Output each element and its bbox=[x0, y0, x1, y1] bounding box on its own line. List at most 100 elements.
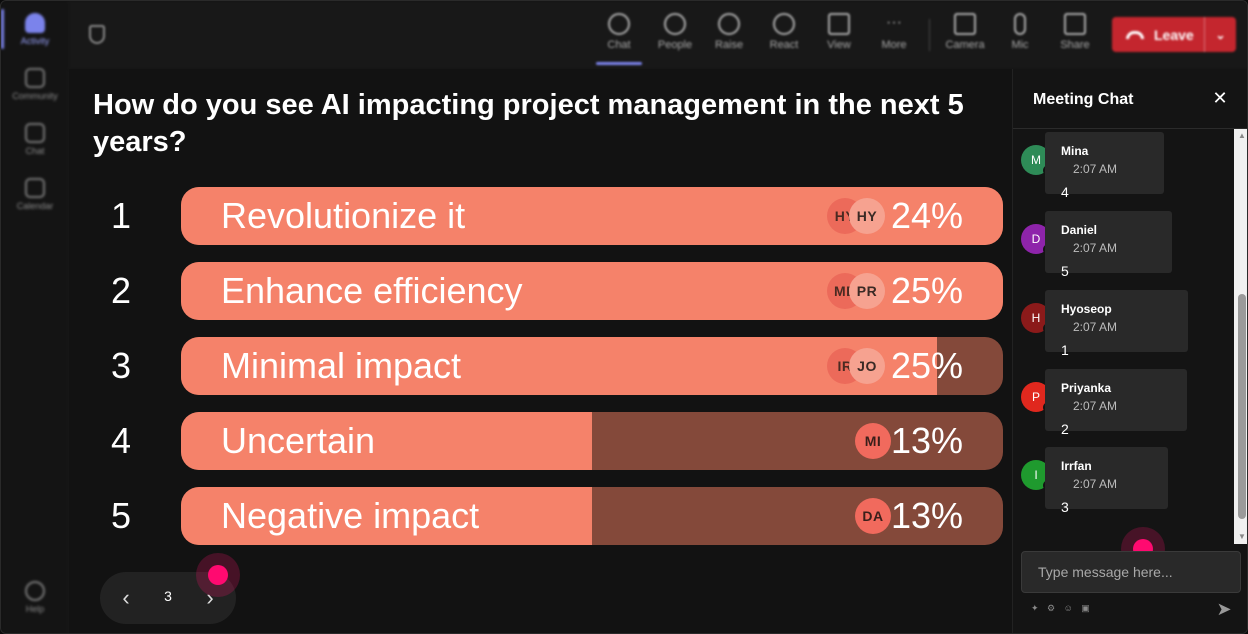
option-bar: Uncertain MI 13% bbox=[181, 412, 1003, 470]
leave-label: Leave bbox=[1154, 26, 1194, 43]
option-bar-fill bbox=[181, 487, 592, 545]
poll-option: 5 Negative impact DA 13% bbox=[69, 487, 1012, 545]
chevron-right-icon[interactable]: › bbox=[206, 585, 214, 610]
rail-item-activity[interactable]: Activity bbox=[1, 13, 69, 46]
message-time: 2:07 AM bbox=[1073, 477, 1118, 491]
rail-item-chat[interactable]: Chat bbox=[1, 123, 69, 156]
option-percent: 25% bbox=[890, 345, 963, 386]
mic-icon bbox=[1014, 13, 1026, 35]
close-icon[interactable]: ✕ bbox=[1212, 88, 1228, 108]
option-bar-fill bbox=[181, 337, 938, 395]
send-icon[interactable]: ➤ bbox=[1216, 599, 1232, 619]
rail-label: Help bbox=[25, 604, 45, 614]
sender-name: Priyanka bbox=[1061, 381, 1112, 395]
scroll-up-icon[interactable]: ▲ bbox=[1238, 131, 1246, 140]
option-label: Enhance efficiency bbox=[221, 270, 523, 311]
sender-name: Irrfan bbox=[1061, 459, 1092, 473]
rail-item-calendar[interactable]: Calendar bbox=[1, 178, 69, 211]
option-percent: 13% bbox=[890, 495, 963, 536]
avatar-initial: M bbox=[1031, 153, 1041, 167]
toolbar-label: More bbox=[881, 39, 907, 51]
voter-avatar: JO bbox=[849, 348, 885, 384]
option-bar: Minimal impact IR JO 25% bbox=[181, 337, 1003, 395]
camera-off-icon bbox=[954, 13, 976, 35]
toolbar-label: Mic bbox=[1011, 39, 1029, 51]
toolbar-label: People bbox=[657, 39, 693, 51]
message-text: 3 bbox=[1061, 499, 1069, 515]
bell-icon bbox=[25, 13, 45, 33]
rail-item-help[interactable]: Help bbox=[1, 581, 69, 614]
poll-option: 2 Enhance efficiency ME PR 25% bbox=[69, 262, 1012, 320]
format-tools-icon[interactable]: ✦ ⚙ ☺ ▣ bbox=[1031, 603, 1093, 613]
poll-option: 3 Minimal impact IR JO 25% bbox=[69, 337, 1012, 395]
rail-active-indicator bbox=[1, 9, 4, 49]
toolbar-react-button[interactable]: React bbox=[759, 13, 809, 51]
toolbar-mic-button[interactable]: Mic bbox=[995, 13, 1045, 51]
option-label: Uncertain bbox=[221, 420, 376, 461]
poll-option: 1 Revolutionize it HY HY 24% bbox=[69, 187, 1012, 245]
message-text: 2 bbox=[1061, 421, 1069, 437]
people-icon bbox=[664, 13, 686, 35]
divider bbox=[1013, 128, 1247, 129]
option-number: 5 bbox=[110, 495, 132, 536]
sender-name: Daniel bbox=[1061, 223, 1098, 237]
hand-icon bbox=[718, 13, 740, 35]
toolbar-share-button[interactable]: Share bbox=[1050, 13, 1100, 51]
message-list[interactable]: M Mina 2:07 AM 4 D Daniel 2:07 AM 5 bbox=[1013, 129, 1234, 544]
shield-icon[interactable] bbox=[89, 25, 105, 44]
option-number: 2 bbox=[110, 270, 132, 311]
message-text: 1 bbox=[1061, 342, 1069, 358]
option-number: 4 bbox=[110, 420, 132, 461]
scrollbar-thumb[interactable] bbox=[1238, 294, 1246, 519]
app-rail: Activity Community Chat Calendar Help bbox=[1, 1, 69, 633]
meeting-chat-panel: Meeting Chat ✕ M Mina 2:07 AM 4 D bbox=[1012, 69, 1247, 633]
message-bubble: Daniel 2:07 AM 5 bbox=[1045, 211, 1172, 279]
message-time: 2:07 AM bbox=[1073, 162, 1118, 176]
option-number: 3 bbox=[110, 345, 132, 386]
option-bar: Revolutionize it HY HY 24% bbox=[181, 187, 1003, 245]
help-icon bbox=[25, 581, 45, 601]
voter-avatar: MI bbox=[855, 423, 891, 459]
message-text: 4 bbox=[1061, 184, 1069, 200]
page-number: 3 bbox=[164, 588, 172, 604]
rail-item-community[interactable]: Community bbox=[1, 68, 69, 101]
rail-label: Activity bbox=[20, 36, 50, 46]
toolbar-divider bbox=[929, 19, 930, 51]
emoji-icon bbox=[773, 13, 795, 35]
voter-avatar: HY bbox=[849, 198, 885, 234]
scroll-down-icon[interactable]: ▼ bbox=[1238, 532, 1246, 541]
poll-results: How do you see AI impacting project mana… bbox=[69, 69, 1012, 633]
option-number: 1 bbox=[110, 195, 132, 236]
rail-label: Chat bbox=[25, 146, 45, 156]
sender-name: Mina bbox=[1061, 144, 1089, 158]
toolbar-people-button[interactable]: People bbox=[650, 13, 700, 51]
voter-avatar: PR bbox=[849, 273, 885, 309]
toolbar-more-button[interactable]: ··· More bbox=[869, 13, 919, 51]
toolbar-label: View bbox=[827, 39, 851, 51]
toolbar-chat-button[interactable]: Chat bbox=[594, 13, 644, 65]
message-time: 2:07 AM bbox=[1073, 320, 1118, 334]
option-percent: 25% bbox=[890, 270, 963, 311]
message-compose-box[interactable] bbox=[1021, 551, 1241, 593]
voter-avatar: DA bbox=[855, 498, 891, 534]
rail-label: Community bbox=[12, 91, 58, 101]
chat-scrollbar[interactable]: ▲ ▼ bbox=[1234, 129, 1247, 544]
toolbar-raise-button[interactable]: Raise bbox=[704, 13, 754, 51]
message-bubble: Priyanka 2:07 AM 2 bbox=[1045, 369, 1187, 437]
more-icon: ··· bbox=[886, 14, 902, 31]
toolbar-view-button[interactable]: View bbox=[814, 13, 864, 51]
avatar-initial: P bbox=[1031, 390, 1040, 404]
active-tab-indicator bbox=[596, 62, 642, 65]
sender-name: Hyoseop bbox=[1061, 302, 1112, 316]
option-percent: 13% bbox=[890, 420, 963, 461]
message-text: 5 bbox=[1061, 263, 1069, 279]
message-input[interactable] bbox=[1022, 552, 1240, 592]
pointer-highlight bbox=[208, 565, 228, 585]
chevron-down-icon[interactable]: ⌄ bbox=[1204, 17, 1236, 52]
toolbar-camera-button[interactable]: Camera bbox=[940, 13, 990, 51]
chevron-left-icon[interactable]: ‹ bbox=[122, 585, 130, 610]
leave-button[interactable]: Leave ⌄ bbox=[1112, 17, 1236, 52]
message-bubble: Hyoseop 2:07 AM 1 bbox=[1045, 290, 1188, 358]
meeting-toolbar: Chat People Raise React View ··· More Ca… bbox=[69, 1, 1247, 69]
